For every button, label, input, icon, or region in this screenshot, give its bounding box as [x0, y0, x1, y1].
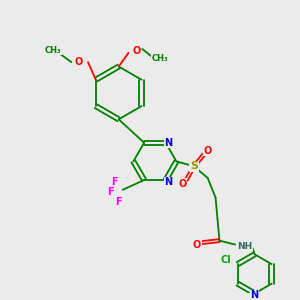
Text: O: O	[178, 179, 186, 189]
Text: O: O	[132, 46, 140, 56]
Text: N: N	[164, 138, 172, 148]
Text: F: F	[108, 187, 114, 197]
Text: O: O	[204, 146, 212, 156]
Text: CH₃: CH₃	[152, 54, 168, 63]
Text: Cl: Cl	[220, 255, 231, 265]
Text: CH₃: CH₃	[44, 46, 61, 55]
Text: N: N	[250, 290, 259, 300]
Text: S: S	[190, 161, 198, 171]
Text: O: O	[193, 240, 201, 250]
Text: O: O	[74, 57, 82, 67]
Text: F: F	[112, 177, 118, 187]
Text: N: N	[164, 177, 172, 187]
Text: F: F	[116, 196, 122, 207]
Text: NH: NH	[237, 242, 253, 251]
